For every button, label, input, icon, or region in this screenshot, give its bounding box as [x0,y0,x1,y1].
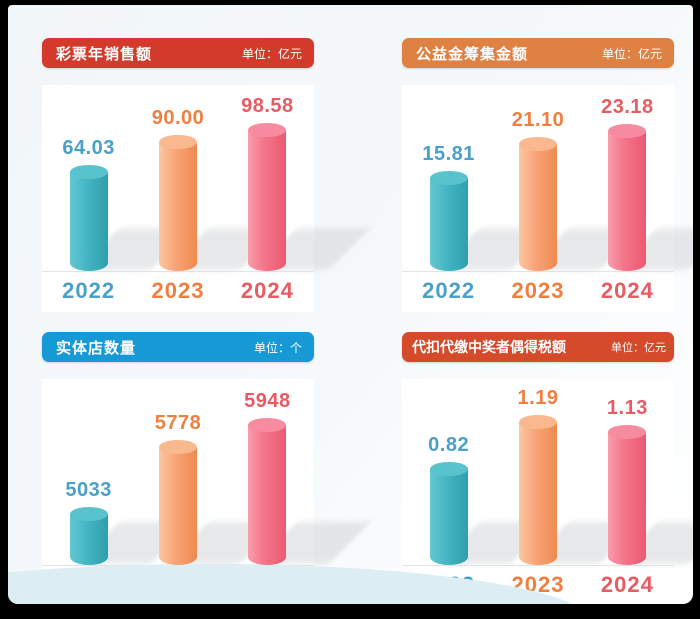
value-label: 5948 [244,390,291,412]
bar-cylinder-2024 [608,425,647,565]
bar-cylinder-2022 [69,507,108,565]
panel-store-count: 实体店数量 单位：个 5033 5778 [42,332,372,604]
x-axis-labels: 2022 2023 2024 [402,272,674,304]
panel-welfare-fund: 公益金筹集金额 单位：亿元 15.81 21.10 [402,38,693,312]
bar-group-2024: 23.18 [583,96,693,271]
value-label: 5033 [65,479,112,501]
panel-title: 代扣代缴中奖者偶得税额 [412,339,566,355]
value-label: 21.10 [511,109,565,131]
bar-cylinder-2023 [158,440,197,565]
bar-plot: 5033 5778 5948 [42,379,372,566]
value-label: 64.03 [62,137,115,159]
x-axis-labels: 2022 2023 2024 [42,272,314,304]
bar-group-2023: 90.00 [133,107,282,271]
panel-header: 实体店数量 单位：个 [42,332,314,362]
value-label: 5778 [154,412,202,434]
panel-title: 彩票年销售额 [56,45,153,63]
chart-card: 15.81 21.10 23.18 2022 [402,85,693,312]
chart-card: 64.03 90.00 98.58 2022 [42,85,372,312]
year-label: 2024 [240,278,294,303]
value-label: 0.82 [428,434,470,456]
bar-group-2023: 5778 [133,412,282,565]
panel-lottery-sales: 彩票年销售额 单位：亿元 64.03 90.00 [42,38,372,312]
bar-cylinder-2024 [608,124,647,271]
year-label: 2022 [62,278,116,303]
bar-plot: 64.03 90.00 98.58 [42,85,372,272]
year-label: 2023 [151,278,205,303]
unit-label: 单位：亿元 [601,46,662,61]
value-label: 90.00 [151,107,205,129]
panel-title: 公益金筹集金额 [416,45,529,63]
bar-cylinder-2024 [248,418,287,565]
bar-cylinder-2023 [158,135,197,271]
panel-header: 公益金筹集金额 单位：亿元 [402,38,674,68]
value-label: 98.58 [241,95,294,117]
bar-cylinder-2022 [429,171,468,271]
unit-label: 单位：个 [253,340,302,355]
bar-group-2022: 5033 [44,479,193,565]
year-label: 2024 [600,572,654,597]
bar-group-2022: 0.82 [404,434,553,565]
value-label: 15.81 [422,143,475,165]
unit-label: 单位：亿元 [611,342,666,354]
value-label: 23.18 [601,96,654,118]
chart-card: 0.82 1.19 1.13 2022 [402,379,693,604]
panel-header: 代扣代缴中奖者偶得税额 单位：亿元 [402,332,674,362]
bar-plot: 0.82 1.19 1.13 [402,379,693,566]
bar-cylinder-2023 [518,137,557,271]
bar-cylinder-2022 [429,462,468,565]
bar-plot: 15.81 21.10 23.18 [402,85,693,272]
bar-group-2024: 1.13 [583,397,693,565]
bar-group-2024: 5948 [223,390,372,565]
infographic-canvas: 彩票年销售额 单位：亿元 64.03 90.00 [8,5,693,604]
bar-group-2022: 15.81 [404,143,553,271]
bar-group-2023: 1.19 [493,387,642,565]
value-label: 1.19 [517,387,559,409]
year-label: 2022 [422,278,476,303]
unit-label: 单位：亿元 [241,46,302,61]
bar-group-2022: 64.03 [44,137,193,271]
panel-header: 彩票年销售额 单位：亿元 [42,38,314,68]
bar-group-2023: 21.10 [493,109,642,271]
bar-cylinder-2023 [518,415,557,565]
bar-cylinder-2022 [69,165,108,271]
bar-group-2024: 98.58 [223,95,372,271]
panel-withheld-tax: 代扣代缴中奖者偶得税额 单位：亿元 0.82 1.19 [402,332,693,604]
year-label: 2024 [600,278,654,303]
year-label: 2023 [511,278,565,303]
bar-cylinder-2024 [248,123,287,271]
value-label: 1.13 [606,397,648,419]
panel-title: 实体店数量 [56,339,137,357]
